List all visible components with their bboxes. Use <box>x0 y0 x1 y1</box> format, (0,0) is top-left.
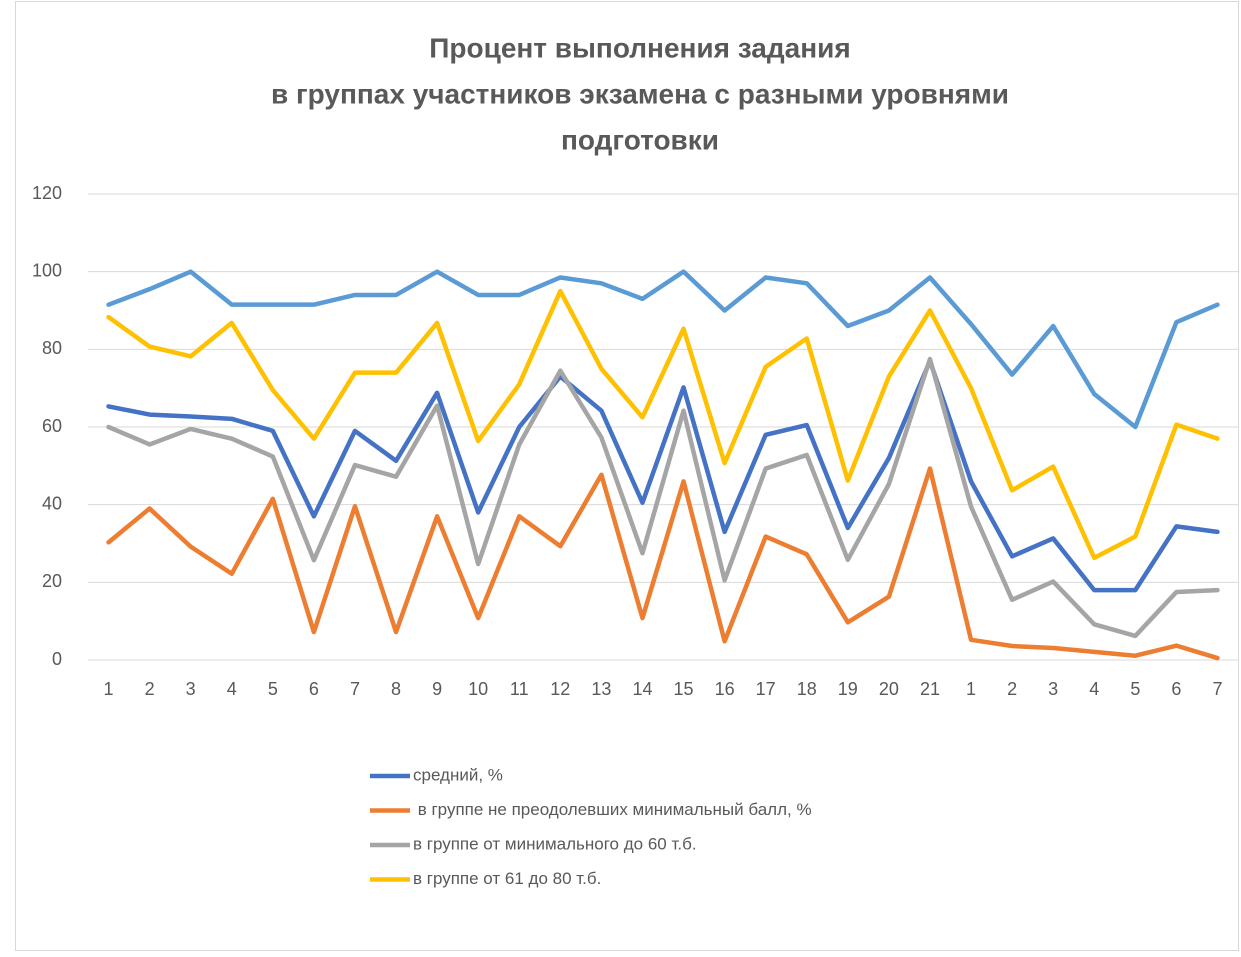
legend-label: в группе от минимального до 60 т.б. <box>413 834 697 853</box>
y-tick-label: 60 <box>42 416 62 436</box>
x-tick-label: 1 <box>966 679 976 699</box>
x-tick-label: 6 <box>1171 679 1181 699</box>
x-tick-label: 5 <box>1130 679 1140 699</box>
legend-label: в группе не преодолевших минимальный бал… <box>413 800 812 819</box>
y-tick-label: 80 <box>42 338 62 358</box>
x-tick-label: 18 <box>797 679 817 699</box>
x-tick-label: 21 <box>920 679 940 699</box>
x-tick-label: 14 <box>632 679 652 699</box>
data-line <box>106 358 1220 593</box>
x-tick-label: 5 <box>268 679 278 699</box>
legend-label: средний, % <box>413 765 503 784</box>
x-tick-label: 4 <box>227 679 237 699</box>
x-tick-label: 6 <box>309 679 319 699</box>
x-tick-label: 4 <box>1089 679 1099 699</box>
x-tick-label: 9 <box>432 679 442 699</box>
x-tick-label: 8 <box>391 679 401 699</box>
y-tick-label: 0 <box>52 649 62 669</box>
data-line <box>106 269 1220 430</box>
chart-title: в группах участников экзамена с разными … <box>271 78 1009 109</box>
chart-title: Процент выполнения задания <box>429 32 850 63</box>
x-tick-label: 2 <box>145 679 155 699</box>
chart-title: подготовки <box>561 124 719 155</box>
x-tick-label: 11 <box>510 679 529 699</box>
x-tick-label: 12 <box>550 679 570 699</box>
x-tick-label: 15 <box>674 679 694 699</box>
x-tick-label: 3 <box>186 679 196 699</box>
x-tick-label: 19 <box>838 679 858 699</box>
y-tick-label: 40 <box>42 493 62 513</box>
x-tick-label: 13 <box>591 679 611 699</box>
y-tick-label: 100 <box>32 260 62 280</box>
data-line <box>106 356 1220 639</box>
data-line <box>106 466 1220 661</box>
x-tick-label: 7 <box>350 679 360 699</box>
x-tick-label: 20 <box>879 679 899 699</box>
x-tick-label: 1 <box>104 679 114 699</box>
y-tick-label: 20 <box>42 571 62 591</box>
y-tick-label: 120 <box>32 183 62 203</box>
x-tick-label: 16 <box>715 679 735 699</box>
legend-label: в группе от 61 до 80 т.б. <box>413 869 601 888</box>
x-tick-label: 3 <box>1048 679 1058 699</box>
x-tick-label: 7 <box>1212 679 1222 699</box>
data-line <box>106 288 1220 561</box>
x-tick-label: 17 <box>756 679 776 699</box>
x-tick-label: 2 <box>1007 679 1017 699</box>
x-tick-label: 10 <box>468 679 488 699</box>
